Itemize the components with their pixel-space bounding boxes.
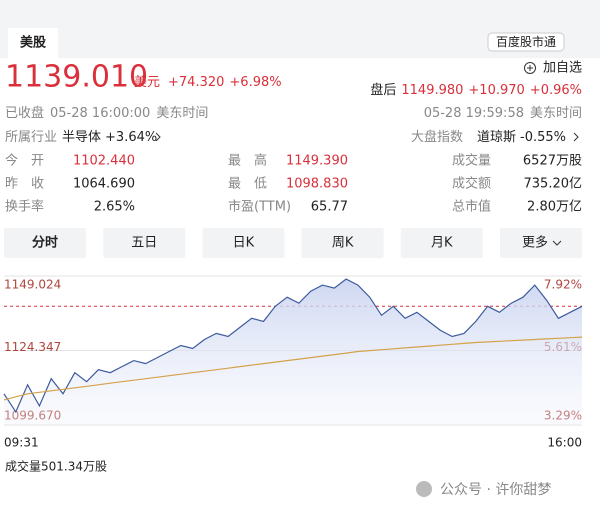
stat-label: 成交额 xyxy=(452,176,491,192)
price-area xyxy=(4,279,582,425)
add-watchlist[interactable]: 加自选 xyxy=(543,61,582,76)
tab-label[interactable]: 周K xyxy=(332,236,354,251)
tab[interactable] xyxy=(202,228,285,258)
stat-value: 6527万股 xyxy=(523,154,582,169)
status-row: 已收盘 05-28 16:00:00 美东时间 xyxy=(5,105,208,121)
tab[interactable] xyxy=(400,228,483,258)
industry-row[interactable]: 所属行业 半导体 +3.64% xyxy=(5,130,157,145)
close-tz: 美东时间 xyxy=(156,106,208,121)
chevron[interactable] xyxy=(155,132,161,142)
market-tab-label[interactable]: 美股 xyxy=(20,35,46,51)
currency: 美元 xyxy=(134,75,160,90)
after-price: 1149.980 xyxy=(401,83,463,98)
period-tabs: 分时 五日 日K 周K 月K 更多 xyxy=(4,228,582,258)
tab-label[interactable]: 更多 xyxy=(522,235,548,251)
tab-label[interactable]: 月K xyxy=(431,236,453,251)
change: +74.320 xyxy=(168,75,224,90)
watermark: 公众号 · 许你甜梦 xyxy=(440,482,551,498)
stat-label: 最低 xyxy=(228,177,280,192)
stat-value: 1102.440 xyxy=(73,154,135,169)
after-tz: 美东时间 xyxy=(530,106,582,121)
currency: 美元 +74.320 +6.98% xyxy=(134,75,282,90)
x-tick-label: 09:31 xyxy=(4,436,39,450)
stat-label: 昨收 xyxy=(5,177,57,192)
tab-label[interactable]: 分时 xyxy=(32,235,58,251)
x-tick-label: 16:00 xyxy=(547,436,582,450)
after-hours: 盘后 1149.980 +10.970 +0.96% xyxy=(370,82,582,98)
stat-value: 1149.390 xyxy=(286,154,348,169)
stat-label: 市盈(TTM) xyxy=(228,199,291,215)
y2-tick-label: 7.92% xyxy=(544,278,582,292)
stat-label: 最高 xyxy=(228,153,280,169)
intraday-chart: 1149.0241124.3471099.6707.92%5.61%3.29%0… xyxy=(3,275,583,450)
after-time: 05-28 19:59:58 xyxy=(424,106,524,121)
market-tab[interactable] xyxy=(8,28,58,58)
watermark-icon xyxy=(416,481,432,497)
index-row[interactable]: 大盘指数 道琼斯 -0.55% xyxy=(411,129,566,145)
volume-label: 成交量501.34万股 xyxy=(5,459,107,474)
index-pct: -0.55% xyxy=(520,130,566,145)
after-change: +10.970 xyxy=(468,83,524,98)
stat-value: 735.20亿 xyxy=(524,177,583,192)
add-icon[interactable] xyxy=(527,65,533,71)
status: 已收盘 xyxy=(5,105,44,121)
tab[interactable] xyxy=(103,228,186,258)
index[interactable]: 道琼斯 xyxy=(477,130,516,145)
stat-label: 今开 xyxy=(5,153,57,169)
after-pct: +0.96% xyxy=(530,83,582,98)
y-tick-label: 1149.024 xyxy=(4,278,61,292)
stat-label: 总市值 xyxy=(452,199,491,215)
after-label: 盘后 xyxy=(370,82,396,98)
source-button[interactable] xyxy=(487,32,565,52)
chevron[interactable] xyxy=(573,132,579,142)
add-icon[interactable] xyxy=(524,62,536,74)
change-pct: +6.98% xyxy=(229,75,281,90)
industry-label: 所属行业 xyxy=(5,130,57,145)
y-tick-label: 1124.347 xyxy=(4,340,61,354)
after-time-row: 05-28 19:59:58 美东时间 xyxy=(424,106,582,121)
tab-label[interactable]: 日K xyxy=(233,236,255,251)
stat-value: 1064.690 xyxy=(73,177,135,192)
stat-label: 换手率 xyxy=(5,199,44,215)
source-button-label[interactable]: 百度股市通 xyxy=(496,34,556,49)
tab[interactable] xyxy=(301,228,384,258)
industry[interactable]: 半导体 xyxy=(62,130,101,145)
price: 1139.010 xyxy=(5,60,148,95)
index-label: 大盘指数 xyxy=(411,129,463,145)
stat-label: 成交量 xyxy=(452,153,491,169)
price-line xyxy=(3,278,583,414)
tab-label[interactable]: 五日 xyxy=(131,236,157,251)
stat-value: 2.65% xyxy=(94,200,135,215)
tab[interactable] xyxy=(500,228,582,258)
close-time: 05-28 16:00:00 xyxy=(50,106,150,121)
stat-value: 2.80万亿 xyxy=(527,200,582,215)
industry-pct: +3.64% xyxy=(105,130,157,145)
stat-value: 65.77 xyxy=(311,200,348,215)
average-line xyxy=(3,336,583,401)
tab[interactable] xyxy=(4,228,86,258)
chevron[interactable] xyxy=(552,240,562,246)
stat-value: 1098.830 xyxy=(286,177,348,192)
